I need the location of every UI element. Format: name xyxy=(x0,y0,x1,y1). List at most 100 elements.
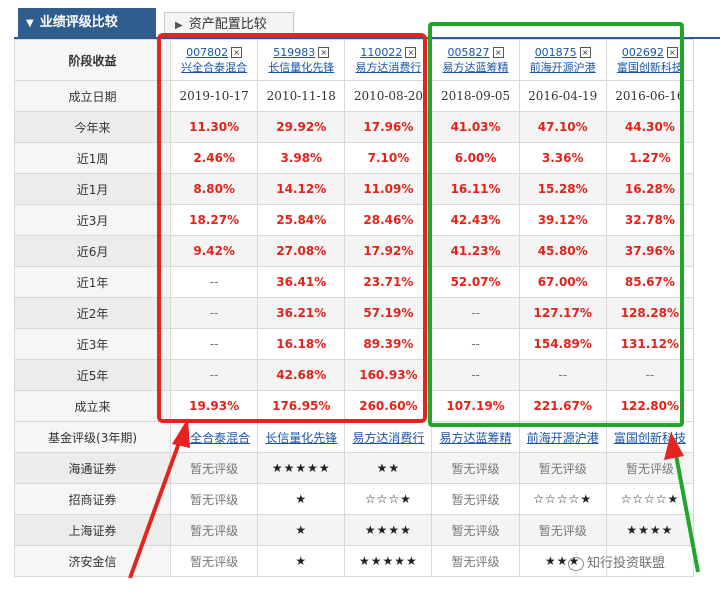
table-row: 近1年 -- 36.41% 23.71% 52.07% 67.00% 85.67% xyxy=(13,266,695,298)
table-row: 近2年 -- 36.21% 57.19% -- 127.17% 128.28% xyxy=(13,297,695,329)
table-cell: -- xyxy=(170,359,259,391)
table-row: 成立来 19.93% 176.95% 260.60% 107.19% 221.67% 122… xyxy=(13,390,695,422)
rating-cell: 暂无评级 xyxy=(431,483,520,515)
fund-code-link[interactable]: 519983 xyxy=(273,46,316,59)
table-cell: 7.10% xyxy=(344,142,433,174)
row-label: 近3月 xyxy=(13,204,172,236)
fund-name-link[interactable]: 兴全合泰混合 xyxy=(170,421,259,453)
fund-name-link[interactable]: 长信量化先锋 xyxy=(257,421,346,453)
table-cell: -- xyxy=(431,297,520,329)
fund-code-link[interactable]: 001875 xyxy=(534,46,577,59)
rating-row: 招商证券 暂无评级 ★ ☆☆☆★ 暂无评级 ☆☆☆☆★ ☆☆☆☆★ xyxy=(13,483,695,515)
rating-cell: ☆☆☆☆★ xyxy=(518,483,607,515)
rating-cell: 暂无评级 xyxy=(431,452,520,484)
table-cell: 131.12% xyxy=(605,328,695,360)
tab-performance-rating[interactable]: ▼ 业绩评级比较 xyxy=(18,8,156,38)
table-cell: 27.08% xyxy=(257,235,346,267)
fund-name-link[interactable]: 易方达蓝筹精 xyxy=(442,61,509,74)
rating-agency-label: 济安金信 xyxy=(13,545,172,577)
green-highlight-frame xyxy=(428,22,684,427)
table-row: 近3年 -- 16.18% 89.39% -- 154.89% 131.12% xyxy=(13,328,695,360)
row-label: 近1年 xyxy=(13,266,172,298)
header-row: 阶段收益 007802 × 兴全合泰混合 519983 × 长信量化先锋 110022 × 易方达… xyxy=(13,39,695,81)
table-cell: 107.19% xyxy=(431,390,520,422)
table-cell: 15.28% xyxy=(518,173,607,205)
close-icon[interactable]: × xyxy=(318,47,330,58)
table-cell: 3.98% xyxy=(257,142,346,174)
fund-header-110022: 110022 × 易方达消费行 xyxy=(344,39,433,81)
table-cell: 29.92% xyxy=(257,111,346,143)
rating-cell: 暂无评级 xyxy=(431,514,520,546)
rating-cell: ★★ xyxy=(344,452,433,484)
triangle-down-icon: ▼ xyxy=(26,18,34,29)
rating-row: 上海证券 暂无评级 ★ ★★★★ 暂无评级 暂无评级 ★★★★ xyxy=(13,514,695,546)
table-cell: 19.93% xyxy=(170,390,259,422)
row-label: 近1月 xyxy=(13,173,172,205)
rating-cell: 暂无评级 xyxy=(170,545,259,577)
rating-cell: ★ xyxy=(257,514,346,546)
rating-cell: ☆☆☆☆★ xyxy=(605,483,695,515)
table-cell: -- xyxy=(518,359,607,391)
rating-header-label: 基金评级(3年期) xyxy=(13,421,172,453)
table-row: 近3月 18.27% 25.84% 28.46% 42.43% 39.12% 32.78% xyxy=(13,204,695,236)
table-cell: 2018-09-05 xyxy=(431,80,520,112)
table-cell: 41.23% xyxy=(431,235,520,267)
row-label: 近3年 xyxy=(13,328,172,360)
fund-name-link[interactable]: 前海开源沪港 xyxy=(529,61,596,74)
fund-name-link[interactable]: 兴全合泰混合 xyxy=(181,61,248,74)
table-cell: 9.42% xyxy=(170,235,259,267)
table-cell: 42.43% xyxy=(431,204,520,236)
table-cell: 260.60% xyxy=(344,390,433,422)
table-cell: 160.93% xyxy=(344,359,433,391)
fund-code-link[interactable]: 007802 xyxy=(186,46,229,59)
table-cell: -- xyxy=(170,297,259,329)
triangle-right-icon: ▶ xyxy=(175,20,183,31)
fund-code-link[interactable]: 110022 xyxy=(360,46,403,59)
table-cell: 25.84% xyxy=(257,204,346,236)
close-icon[interactable]: × xyxy=(492,47,504,58)
fund-name-link[interactable]: 富国创新科技 xyxy=(616,61,683,74)
fund-name-link[interactable]: 易方达消费行 xyxy=(355,61,422,74)
rating-cell: 暂无评级 xyxy=(170,483,259,515)
rating-cell: ★ xyxy=(257,545,346,577)
tab-asset-allocation-label: 资产配置比较 xyxy=(188,17,267,32)
table-cell: -- xyxy=(431,359,520,391)
close-icon[interactable]: × xyxy=(405,47,417,58)
table-row: 近6月 9.42% 27.08% 17.92% 41.23% 45.80% 37.96% xyxy=(13,235,695,267)
table-cell: -- xyxy=(605,359,695,391)
row-label: 近5年 xyxy=(13,359,172,391)
table-cell: 127.17% xyxy=(518,297,607,329)
table-cell: 16.28% xyxy=(605,173,695,205)
table-cell: 2016-04-19 xyxy=(518,80,607,112)
fund-name-link[interactable]: 长信量化先锋 xyxy=(268,61,335,74)
fund-name-link[interactable]: 易方达消费行 xyxy=(344,421,433,453)
fund-code-link[interactable]: 005827 xyxy=(447,46,490,59)
rating-agency-label: 海通证券 xyxy=(13,452,172,484)
table-cell: 36.41% xyxy=(257,266,346,298)
corner-label: 阶段收益 xyxy=(13,39,172,81)
table-cell: 1.27% xyxy=(605,142,695,174)
table-cell: 23.71% xyxy=(344,266,433,298)
row-label: 近6月 xyxy=(13,235,172,267)
rating-cell: ★★★★★ xyxy=(344,545,433,577)
row-label: 成立来 xyxy=(13,390,172,422)
table-cell: -- xyxy=(170,328,259,360)
row-label: 今年来 xyxy=(13,111,172,143)
table-cell: 36.21% xyxy=(257,297,346,329)
fund-comparison-table: 阶段收益 007802 × 兴全合泰混合 519983 × 长信量化先锋 110022 × 易方达… xyxy=(13,39,695,577)
watermark-text: 知行投资联盟 xyxy=(587,556,666,571)
rating-cell: 暂无评级 xyxy=(170,452,259,484)
table-cell: 44.30% xyxy=(605,111,695,143)
table-cell: 154.89% xyxy=(518,328,607,360)
rating-agency-label: 上海证券 xyxy=(13,514,172,546)
close-icon[interactable]: × xyxy=(666,47,678,58)
rating-cell: ★★★★ xyxy=(605,514,695,546)
fund-header-001875: 001875 × 前海开源沪港 xyxy=(518,39,607,81)
fund-code-link[interactable]: 002692 xyxy=(621,46,664,59)
rating-row: 海通证券 暂无评级 ★★★★★ ★★ 暂无评级 暂无评级 暂无评级 xyxy=(13,452,695,484)
watermark: 知行投资联盟 xyxy=(568,552,665,571)
close-icon[interactable]: × xyxy=(231,47,243,58)
rating-agency-label: 招商证券 xyxy=(13,483,172,515)
close-icon[interactable]: × xyxy=(579,47,591,58)
table-row: 成立日期 2019-10-17 2010-11-18 2010-08-20 2018-0… xyxy=(13,80,695,112)
